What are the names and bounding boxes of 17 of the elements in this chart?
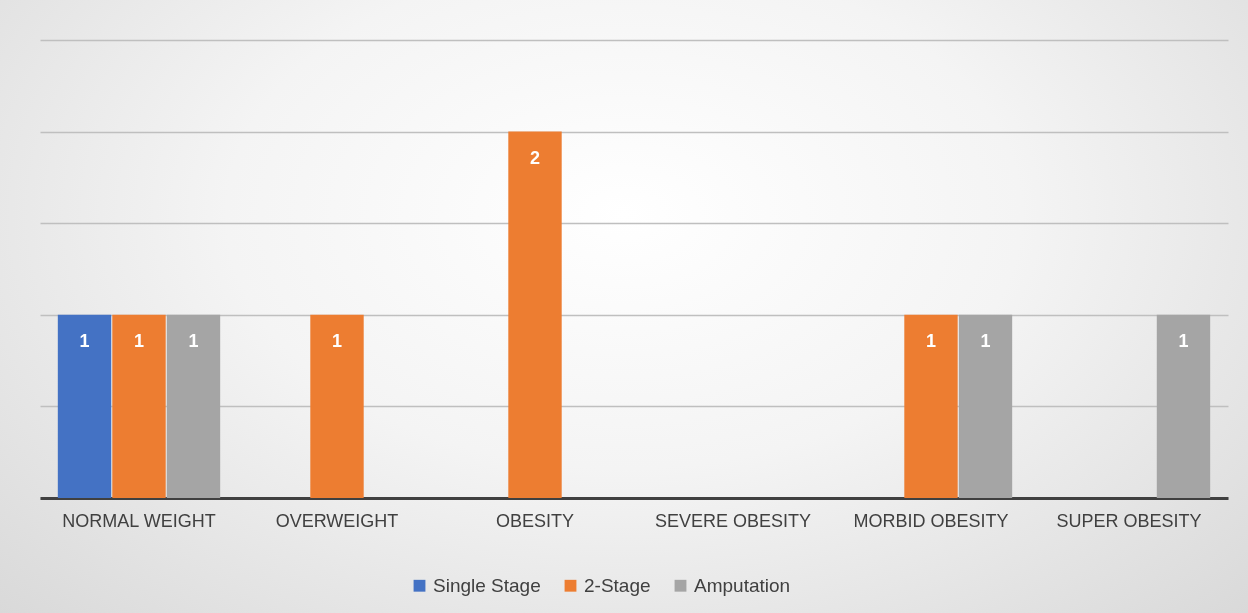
data-label: 2 <box>529 147 541 168</box>
data-label: 1 <box>980 330 991 351</box>
x-tick-label: NORMAL WEIGHT <box>62 510 216 531</box>
legend-label: Amputation <box>694 574 791 596</box>
x-tick-label: OBESITY <box>495 510 575 531</box>
x-tick-label: SUPER OBESITY <box>1056 510 1202 531</box>
legend-label: Single Stage <box>433 574 541 596</box>
data-label: 1 <box>79 330 90 351</box>
x-tick-label: OVERWEIGHT <box>275 510 399 531</box>
data-label: 1 <box>1178 330 1189 351</box>
data-label: 1 <box>188 330 199 351</box>
x-tick-label: SEVERE OBESITY <box>654 510 812 531</box>
data-label: 1 <box>925 330 937 351</box>
legend-label: 2-Stage <box>584 574 651 596</box>
data-label: 1 <box>331 330 343 351</box>
x-tick-label: MORBID OBESITY <box>853 510 1009 531</box>
data-label: 1 <box>133 330 145 351</box>
